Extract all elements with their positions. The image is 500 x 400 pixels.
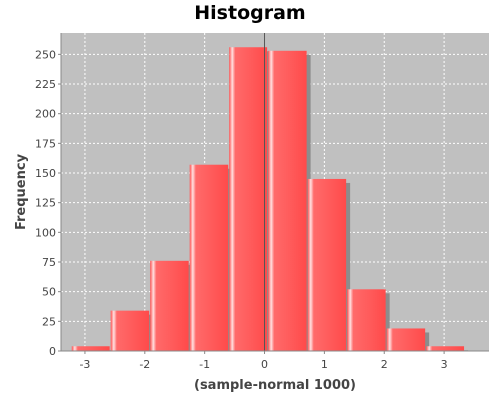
x-tick-label: 3 — [441, 358, 448, 371]
y-tick-label: 0 — [49, 345, 56, 358]
x-tick-label: 1 — [321, 358, 328, 371]
histogram-bar — [426, 346, 465, 351]
x-tick-label: -2 — [139, 358, 150, 371]
y-tick-label: 75 — [42, 256, 56, 269]
y-axis-label: Frequency — [14, 153, 29, 230]
histogram-bar — [229, 47, 268, 352]
bars — [71, 47, 465, 352]
histogram-bar — [189, 164, 229, 351]
x-tick-label: -3 — [79, 358, 90, 371]
y-tick-label: 225 — [35, 78, 56, 91]
histogram-bar — [71, 346, 110, 351]
x-tick-label: 0 — [261, 358, 268, 371]
axes: 0 25 50 75 100 125 150 175 200 225 250 -3 -2 -1 0 1 2 3 — [35, 33, 489, 371]
chart-title: Histogram — [194, 2, 306, 24]
y-tick-label: 25 — [42, 315, 56, 328]
histogram-bar — [347, 289, 386, 351]
y-tick-label: 175 — [35, 137, 56, 150]
y-tick-label: 50 — [42, 286, 56, 299]
x-axis-label: (sample-normal 1000) — [194, 378, 356, 393]
y-tick-label: 200 — [35, 108, 56, 121]
y-tick-label: 150 — [35, 167, 56, 180]
x-tick-label: 2 — [381, 358, 388, 371]
y-tick-label: 100 — [35, 226, 56, 239]
y-tick-label: 125 — [35, 197, 56, 210]
histogram-bar — [268, 50, 307, 351]
y-tick-label: 250 — [35, 48, 56, 61]
histogram-bar — [150, 260, 189, 351]
histogram-bar — [386, 328, 426, 351]
x-tick-label: -1 — [199, 358, 210, 371]
histogram-bar — [307, 178, 347, 351]
histogram-bar — [110, 310, 150, 351]
